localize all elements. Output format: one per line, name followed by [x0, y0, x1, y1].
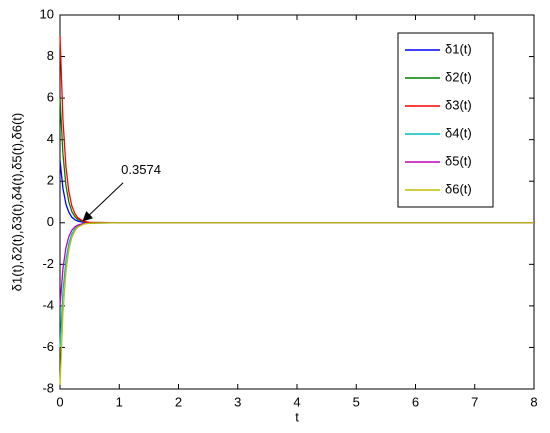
- y-axis-label: δ1(t),δ2(t),δ3(t),δ4(t),δ5(t),δ6(t): [9, 113, 24, 291]
- y-tick-label: -8: [42, 380, 54, 395]
- y-tick-label: 4: [47, 131, 54, 146]
- x-tick-label: 2: [175, 394, 182, 409]
- annotation-arrow: [82, 182, 124, 222]
- annotation: 0.3574: [121, 162, 161, 177]
- y-tick-label: 2: [47, 173, 54, 188]
- y-tick-label: -6: [42, 339, 54, 354]
- legend-label: δ4(t): [445, 125, 472, 140]
- legend-label: δ5(t): [445, 153, 472, 168]
- x-tick-label: 6: [412, 394, 419, 409]
- y-tick-label: -2: [42, 256, 54, 271]
- y-tick-label: 0: [47, 214, 54, 229]
- x-tick-label: 8: [530, 394, 537, 409]
- legend-label: δ6(t): [445, 181, 472, 196]
- data-line: [59, 222, 534, 385]
- x-tick-label: 0: [56, 394, 63, 409]
- legend-label: δ3(t): [445, 97, 472, 112]
- y-tick-label: 10: [40, 6, 54, 21]
- x-tick-label: 7: [471, 394, 478, 409]
- x-tick-label: 3: [234, 394, 241, 409]
- legend-label: δ2(t): [445, 69, 472, 84]
- legend-label: δ1(t): [445, 41, 472, 56]
- y-tick-label: -4: [42, 297, 54, 312]
- y-tick-label: 8: [47, 48, 54, 63]
- x-tick-label: 5: [353, 394, 360, 409]
- y-tick-label: 6: [47, 90, 54, 105]
- x-tick-label: 4: [293, 394, 300, 409]
- x-axis-label: t: [295, 409, 299, 424]
- x-tick-label: 1: [116, 394, 123, 409]
- legend-box: [397, 32, 494, 208]
